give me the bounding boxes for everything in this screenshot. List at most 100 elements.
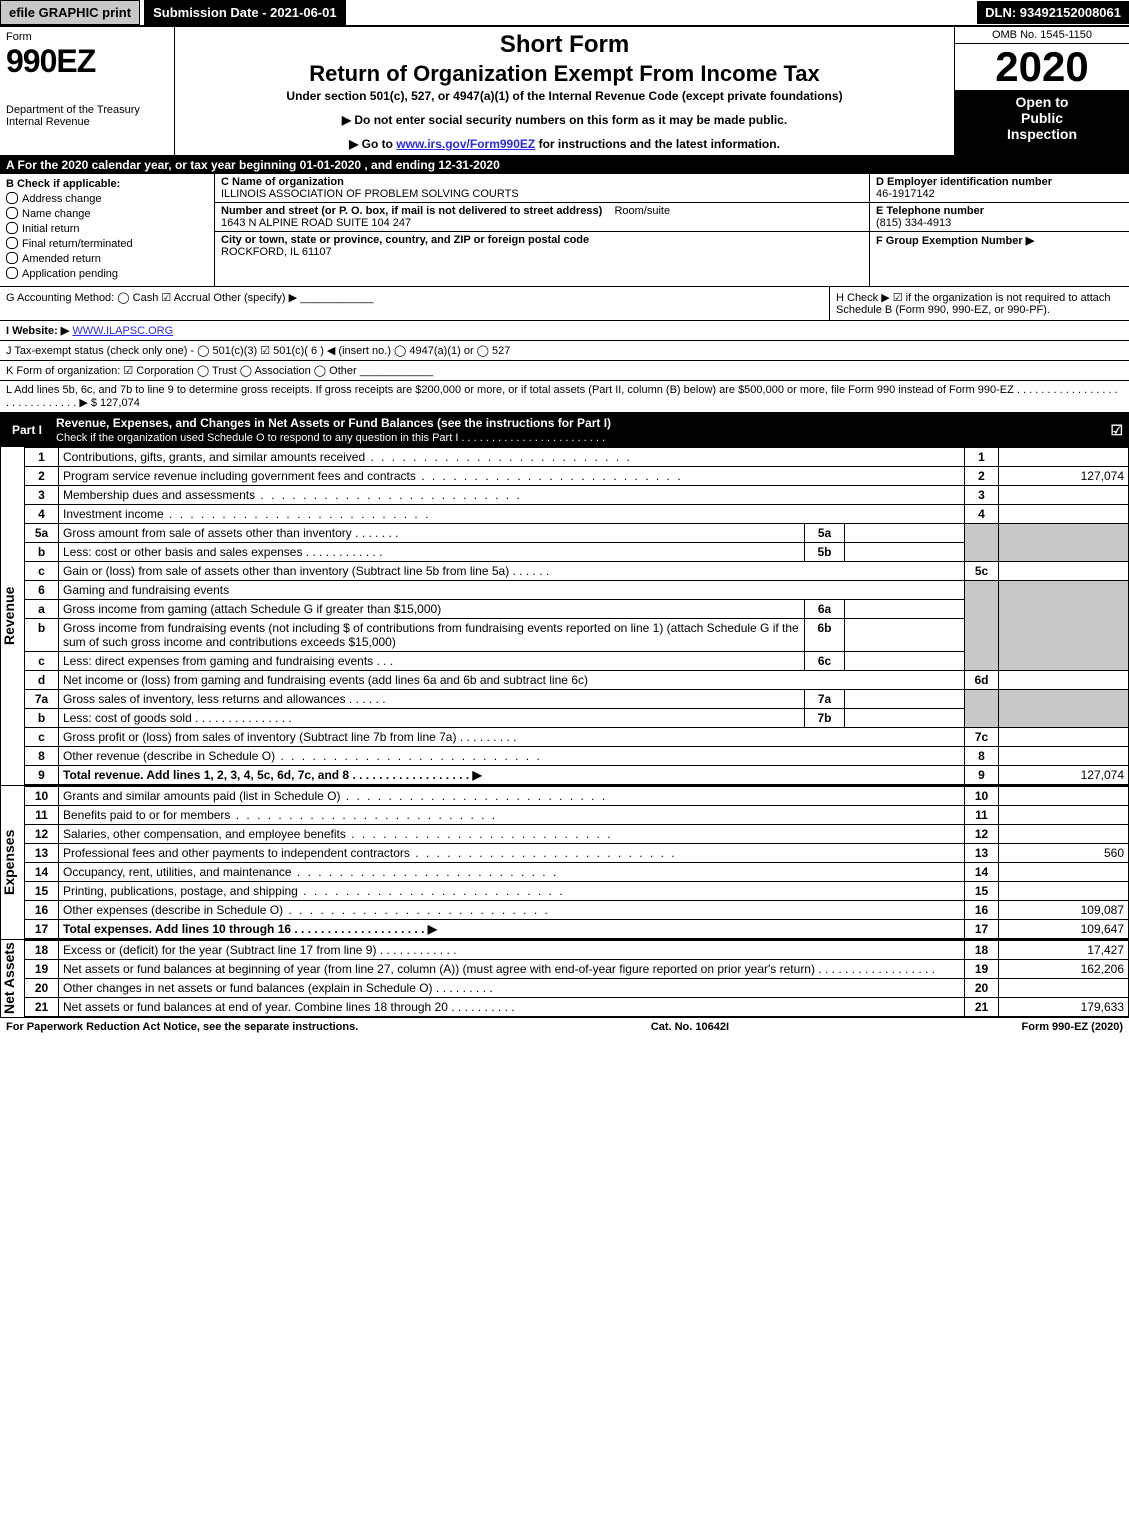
line-13-desc: Professional fees and other payments to … (63, 846, 677, 860)
website-link[interactable]: WWW.ILAPSC.ORG (72, 325, 173, 337)
line-11-num: 11 (25, 806, 59, 825)
line-9-desc: Total revenue. Add lines 1, 2, 3, 4, 5c,… (63, 768, 482, 782)
part-1-header: Part I Revenue, Expenses, and Changes in… (0, 413, 1129, 447)
line-5c: c Gain or (loss) from sale of assets oth… (25, 562, 1129, 581)
line-16-ref: 16 (965, 901, 999, 920)
line-12: 12 Salaries, other compensation, and emp… (25, 825, 1129, 844)
chk-amended-return[interactable]: Amended return (6, 252, 208, 265)
line-14: 14 Occupancy, rent, utilities, and maint… (25, 863, 1129, 882)
short-form-title: Short Form (181, 31, 948, 59)
line-7c: c Gross profit or (loss) from sales of i… (25, 728, 1129, 747)
line-3: 3 Membership dues and assessments 3 (25, 486, 1129, 505)
line-6-desc: Gaming and fundraising events (59, 581, 965, 600)
e-label: E Telephone number (876, 205, 984, 217)
line-17-ref: 17 (965, 920, 999, 939)
form-header: Form 990EZ Department of the Treasury In… (0, 27, 1129, 156)
line-7a-num: 7a (25, 690, 59, 709)
line-8: 8 Other revenue (describe in Schedule O)… (25, 747, 1129, 766)
chk-application-pending[interactable]: Application pending (6, 267, 208, 280)
line-21-amount: 179,633 (999, 998, 1129, 1017)
line-6: 6 Gaming and fundraising events (25, 581, 1129, 600)
line-6c-desc: Less: direct expenses from gaming and fu… (63, 654, 373, 668)
d-label: D Employer identification number (876, 176, 1052, 188)
shade-5-amt (999, 524, 1129, 562)
line-19-ref: 19 (965, 960, 999, 979)
section-h: H Check ▶ ☑ if the organization is not r… (829, 287, 1129, 320)
netassets-table: 18 Excess or (deficit) for the year (Sub… (24, 940, 1129, 1017)
line-20-amount (999, 979, 1129, 998)
line-16-desc: Other expenses (describe in Schedule O) (63, 903, 550, 917)
revenue-section: Revenue 1 Contributions, gifts, grants, … (0, 447, 1129, 786)
line-1-ref: 1 (965, 448, 999, 467)
line-7a: 7a Gross sales of inventory, less return… (25, 690, 1129, 709)
line-11-amount (999, 806, 1129, 825)
line-12-ref: 12 (965, 825, 999, 844)
line-1-desc: Contributions, gifts, grants, and simila… (63, 450, 632, 464)
line-5c-num: c (25, 562, 59, 581)
expenses-section: Expenses 10 Grants and similar amounts p… (0, 786, 1129, 940)
c-city-label: City or town, state or province, country… (221, 234, 589, 246)
line-6c-sub: 6c (805, 652, 845, 671)
c-name-label: C Name of organization (221, 176, 344, 188)
footer-right: Form 990-EZ (2020) (1022, 1021, 1123, 1033)
line-6b-sub: 6b (805, 619, 845, 652)
org-address: 1643 N ALPINE ROAD SUITE 104 247 (221, 217, 411, 229)
form-number: 990EZ (6, 43, 168, 80)
line-15-desc: Printing, publications, postage, and shi… (63, 884, 565, 898)
line-6a-desc: Gross income from gaming (attach Schedul… (59, 600, 805, 619)
org-name: ILLINOIS ASSOCIATION OF PROBLEM SOLVING … (221, 188, 519, 200)
line-18-ref: 18 (965, 941, 999, 960)
line-10-ref: 10 (965, 787, 999, 806)
line-16-amount: 109,087 (999, 901, 1129, 920)
line-11: 11 Benefits paid to or for members 11 (25, 806, 1129, 825)
line-6d-amount (999, 671, 1129, 690)
website-pre: I Website: ▶ (6, 325, 69, 337)
info-grid: B Check if applicable: Address change Na… (0, 174, 1129, 287)
section-j: J Tax-exempt status (check only one) - ◯… (0, 341, 1129, 361)
department-label: Department of the Treasury Internal Reve… (6, 104, 168, 128)
line-4: 4 Investment income 4 (25, 505, 1129, 524)
line-14-ref: 14 (965, 863, 999, 882)
goto-pre: ▶ Go to (349, 137, 396, 151)
line-1-amount (999, 448, 1129, 467)
line-10-desc: Grants and similar amounts paid (list in… (63, 789, 607, 803)
line-7c-ref: 7c (965, 728, 999, 747)
ein-value: 46-1917142 (876, 188, 935, 200)
right-header: OMB No. 1545-1150 2020 Open to Public In… (954, 27, 1129, 155)
efile-print-button[interactable]: efile GRAPHIC print (0, 0, 140, 25)
chk-address-change[interactable]: Address change (6, 192, 208, 205)
line-12-desc: Salaries, other compensation, and employ… (63, 827, 613, 841)
line-4-desc: Investment income (63, 507, 430, 521)
line-17-desc: Total expenses. Add lines 10 through 16 … (63, 922, 437, 936)
c-addr-label: Number and street (or P. O. box, if mail… (221, 205, 602, 217)
line-5b-desc: Less: cost or other basis and sales expe… (63, 545, 302, 559)
line-13: 13 Professional fees and other payments … (25, 844, 1129, 863)
ssn-warning: ▶ Do not enter social security numbers o… (181, 113, 948, 127)
line-15-num: 15 (25, 882, 59, 901)
line-17-amount: 109,647 (999, 920, 1129, 939)
line-7a-sub: 7a (805, 690, 845, 709)
line-19-num: 19 (25, 960, 59, 979)
chk-name-change[interactable]: Name change (6, 207, 208, 220)
line-15: 15 Printing, publications, postage, and … (25, 882, 1129, 901)
line-5c-ref: 5c (965, 562, 999, 581)
part-1-title: Revenue, Expenses, and Changes in Net As… (56, 416, 611, 430)
line-9-amount: 127,074 (999, 766, 1129, 785)
line-21: 21 Net assets or fund balances at end of… (25, 998, 1129, 1017)
line-5a-sub: 5a (805, 524, 845, 543)
gh-row: G Accounting Method: ◯ Cash ☑ Accrual Ot… (0, 287, 1129, 321)
main-title: Return of Organization Exempt From Incom… (181, 61, 948, 87)
irs-link[interactable]: www.irs.gov/Form990EZ (396, 137, 535, 151)
open-to-public: Open to Public Inspection (955, 90, 1129, 155)
chk-final-return[interactable]: Final return/terminated (6, 237, 208, 250)
submission-date-button[interactable]: Submission Date - 2021-06-01 (144, 0, 346, 25)
section-b: B Check if applicable: Address change Na… (0, 174, 215, 286)
revenue-table: 1 Contributions, gifts, grants, and simi… (24, 447, 1129, 785)
chk-initial-return[interactable]: Initial return (6, 222, 208, 235)
line-17-num: 17 (25, 920, 59, 939)
line-5a: 5a Gross amount from sale of assets othe… (25, 524, 1129, 543)
line-5b: b Less: cost or other basis and sales ex… (25, 543, 1129, 562)
form-id-cell: Form 990EZ Department of the Treasury In… (0, 27, 175, 155)
netassets-vert-label: Net Assets (0, 940, 24, 1017)
line-5a-desc: Gross amount from sale of assets other t… (63, 526, 352, 540)
